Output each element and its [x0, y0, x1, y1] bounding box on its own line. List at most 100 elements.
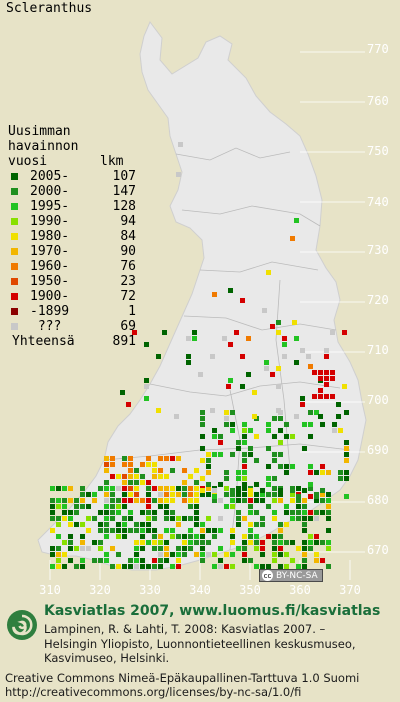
occurrence-square	[140, 474, 145, 479]
region-border	[183, 315, 337, 331]
occurrence-square	[308, 546, 313, 551]
occurrence-square	[80, 546, 85, 551]
occurrence-square	[122, 522, 127, 527]
occurrence-square	[326, 540, 331, 545]
occurrence-square	[192, 336, 197, 341]
occurrence-square	[230, 552, 235, 557]
occurrence-square	[116, 486, 121, 491]
citation-line: Helsingin Yliopisto, Luonnontieteellinen…	[44, 636, 356, 651]
region-border	[175, 147, 291, 161]
occurrence-square	[146, 528, 151, 533]
occurrence-square	[194, 498, 199, 503]
occurrence-square	[230, 528, 235, 533]
occurrence-square	[144, 342, 149, 347]
occurrence-square	[80, 522, 85, 527]
occurrence-square	[312, 394, 317, 399]
occurrence-square	[342, 384, 347, 389]
occurrence-square	[248, 446, 253, 451]
occurrence-square	[302, 564, 307, 569]
occurrence-square	[278, 452, 283, 457]
occurrence-square	[260, 492, 265, 497]
occurrence-square	[182, 480, 187, 485]
occurrence-square	[248, 498, 253, 503]
occurrence-square	[206, 452, 211, 457]
occurrence-square	[140, 480, 145, 485]
occurrence-square	[224, 486, 229, 491]
occurrence-square	[224, 422, 229, 427]
legend-entry-count: 84	[120, 229, 136, 244]
occurrence-square	[170, 468, 175, 473]
occurrence-square	[282, 354, 287, 359]
occurrence-square	[188, 474, 193, 479]
occurrence-square	[68, 540, 73, 545]
occurrence-square	[178, 142, 183, 147]
occurrence-square	[116, 528, 121, 533]
legend-entry: 1900- 72	[8, 289, 136, 304]
occurrence-square	[110, 498, 115, 503]
occurrence-square	[164, 546, 169, 551]
occurrence-square	[266, 270, 271, 275]
occurrence-square	[170, 456, 175, 461]
occurrence-square	[242, 498, 247, 503]
occurrence-square	[242, 428, 247, 433]
occurrence-square	[170, 486, 175, 491]
occurrence-square	[236, 470, 241, 475]
occurrence-square	[152, 540, 157, 545]
occurrence-square	[344, 446, 349, 451]
occurrence-square	[158, 558, 163, 563]
occurrence-square	[276, 320, 281, 325]
occurrence-square	[260, 516, 265, 521]
occurrence-square	[236, 498, 241, 503]
occurrence-square	[248, 540, 253, 545]
occurrence-square	[200, 476, 205, 481]
occurrence-square	[248, 528, 253, 533]
occurrence-square	[128, 510, 133, 515]
citation-line: Lampinen, R. & Lahti, T. 2008: Kasviatla…	[44, 622, 326, 636]
occurrence-square	[140, 528, 145, 533]
occurrence-square	[254, 458, 259, 463]
occurrence-square	[272, 492, 277, 497]
legend-entry-count: 1	[128, 304, 136, 319]
occurrence-square	[314, 470, 319, 475]
occurrence-square	[242, 464, 247, 469]
occurrence-square	[188, 540, 193, 545]
occurrence-square	[110, 504, 115, 509]
occurrence-square	[308, 434, 313, 439]
occurrence-square	[290, 558, 295, 563]
map-canvas	[37, 21, 367, 580]
occurrence-square	[284, 510, 289, 515]
occurrence-square	[266, 534, 271, 539]
occurrence-square	[146, 462, 151, 467]
occurrence-square	[92, 492, 97, 497]
occurrence-square	[230, 428, 235, 433]
occurrence-square	[194, 516, 199, 521]
occurrence-square	[152, 486, 157, 491]
legend-swatch	[11, 188, 18, 195]
atlas-title: Kasviatlas 2007, www.luomus.fi/kasviatla…	[44, 603, 381, 619]
occurrence-square	[248, 522, 253, 527]
occurrence-square	[324, 354, 329, 359]
occurrence-square	[236, 492, 241, 497]
occurrence-square	[276, 366, 281, 371]
occurrence-square	[242, 552, 247, 557]
occurrence-square	[110, 516, 115, 521]
x-tick-label: 310	[39, 583, 61, 597]
occurrence-square	[290, 510, 295, 515]
occurrence-square	[68, 516, 73, 521]
occurrence-square	[186, 360, 191, 365]
occurrence-square	[308, 516, 313, 521]
legend-swatch	[11, 218, 18, 225]
occurrence-square	[266, 476, 271, 481]
cc-license-badge[interactable]: cc BY-NC-SA	[259, 569, 323, 582]
occurrence-square	[194, 492, 199, 497]
occurrence-square	[56, 498, 61, 503]
occurrence-square	[110, 456, 115, 461]
occurrence-square	[110, 492, 115, 497]
occurrence-square	[68, 522, 73, 527]
occurrence-square	[176, 492, 181, 497]
occurrence-square	[188, 486, 193, 491]
occurrence-square	[128, 492, 133, 497]
occurrence-square	[270, 372, 275, 377]
occurrence-square	[318, 376, 323, 381]
occurrence-square	[300, 402, 305, 407]
